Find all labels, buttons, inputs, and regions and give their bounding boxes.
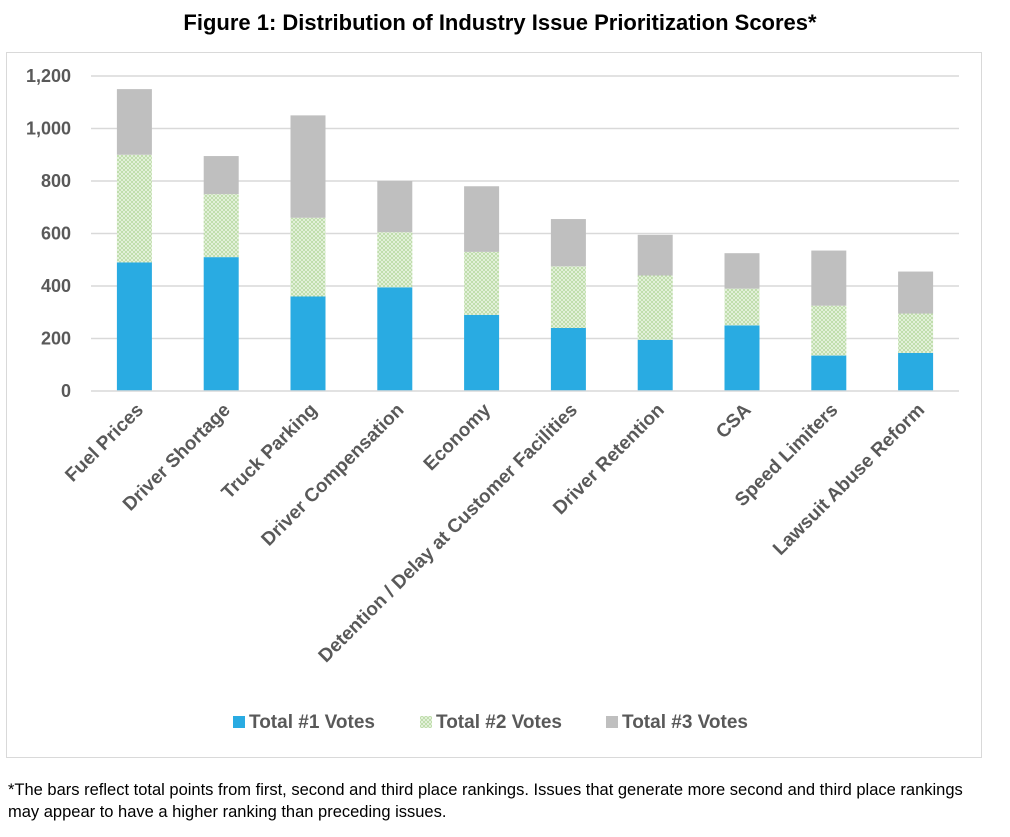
bar-3-speed-limiters <box>811 250 847 306</box>
bar-3-fuel-prices <box>116 89 152 155</box>
y-tick-label: 0 <box>61 381 71 401</box>
legend-swatch-3 <box>606 716 618 728</box>
x-tick-label: CSA <box>712 399 755 442</box>
legend-label-2: Total #2 Votes <box>436 712 562 733</box>
y-tick-label: 1,000 <box>26 119 71 139</box>
legend-label-1: Total #1 Votes <box>249 712 375 733</box>
bar-2-detention-delay-at-customer-facilities <box>550 266 586 328</box>
bar-2-speed-limiters <box>811 305 847 356</box>
chart-area: 0 200 400 600 800 1,000 1,200 Fuel Prices Drive… <box>6 52 982 758</box>
x-tick-label: Economy <box>420 399 496 475</box>
y-tick-label: 1,200 <box>26 66 71 86</box>
bar-2-lawsuit-abuse-reform <box>898 313 934 353</box>
bar-3-truck-parking <box>290 115 326 218</box>
bar-3-lawsuit-abuse-reform <box>898 271 934 314</box>
legend: Total #1 Votes Total #2 Votes Total #3 Vot… <box>233 712 748 733</box>
legend-swatch-2 <box>420 716 432 728</box>
bar-1-driver-shortage <box>203 257 239 391</box>
bars <box>116 89 934 391</box>
chart-title: Figure 1: Distribution of Industry Issue… <box>183 10 817 35</box>
bar-3-driver-retention <box>637 234 673 276</box>
bar-1-truck-parking <box>290 296 326 391</box>
bar-1-fuel-prices <box>116 262 152 391</box>
bar-2-fuel-prices <box>116 154 152 263</box>
y-axis-ticks: 0 200 400 600 800 1,000 1,200 <box>26 66 71 401</box>
bar-2-csa <box>724 288 760 326</box>
bar-1-lawsuit-abuse-reform <box>898 352 934 391</box>
bar-3-driver-compensation <box>377 181 413 233</box>
legend-label-3: Total #3 Votes <box>622 712 748 733</box>
x-tick-label: Driver Compensation <box>258 400 409 551</box>
x-tick-label: Lawsuit Abuse Reform <box>769 400 929 560</box>
bar-1-csa <box>724 325 760 391</box>
bar-1-driver-retention <box>637 339 673 391</box>
bar-1-driver-compensation <box>377 287 413 391</box>
y-tick-label: 200 <box>41 329 71 349</box>
x-tick-label: Fuel Prices <box>61 400 148 487</box>
legend-swatch-1 <box>233 716 245 728</box>
bar-3-driver-shortage <box>203 156 239 195</box>
bar-1-economy <box>464 314 500 391</box>
bar-3-economy <box>464 186 500 252</box>
y-tick-label: 600 <box>41 224 71 244</box>
bar-1-detention-delay-at-customer-facilities <box>550 328 586 391</box>
footnote: *The bars reflect total points from firs… <box>8 781 963 821</box>
bar-3-detention-delay-at-customer-facilities <box>550 219 586 267</box>
y-tick-label: 400 <box>41 276 71 296</box>
y-tick-label: 800 <box>41 171 71 191</box>
bar-2-economy <box>464 251 500 315</box>
bar-3-csa <box>724 253 760 289</box>
bar-2-driver-retention <box>637 275 673 340</box>
bar-2-driver-compensation <box>377 232 413 288</box>
bar-2-truck-parking <box>290 217 326 297</box>
bar-2-driver-shortage <box>203 194 239 258</box>
bar-1-speed-limiters <box>811 355 847 391</box>
